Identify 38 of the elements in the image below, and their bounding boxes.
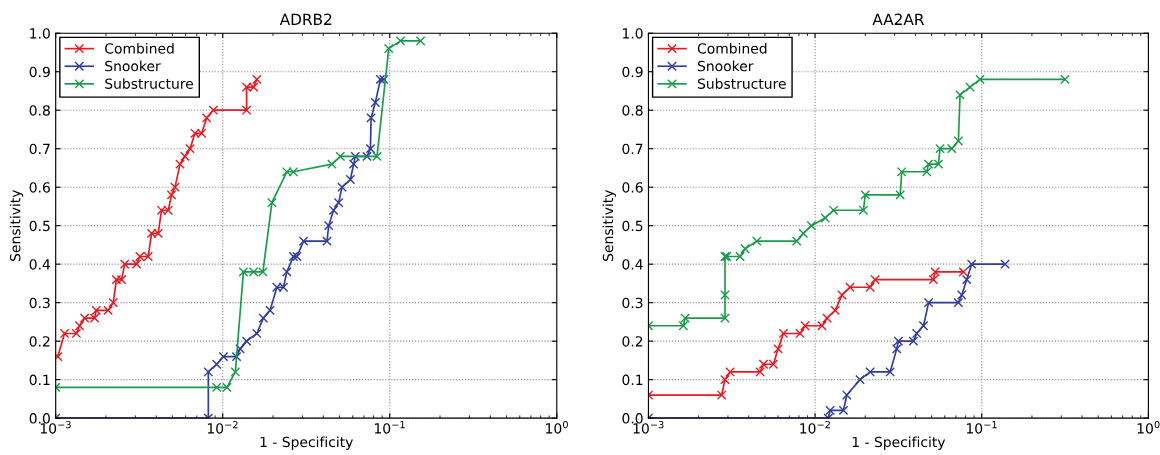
x-tick-label: 10$^{0}$ bbox=[1137, 420, 1160, 434]
x-axis-title: 1 - Specificity bbox=[852, 436, 946, 450]
legend-label: Combined bbox=[105, 42, 174, 54]
chart-title: ADRB2 bbox=[279, 13, 332, 25]
y-tick-label: 0.1 bbox=[622, 374, 643, 386]
y-tick-label: 0.9 bbox=[29, 66, 50, 78]
y-tick-label: 0.3 bbox=[622, 297, 643, 309]
y-tick-label: 0.3 bbox=[29, 297, 50, 309]
y-tick-label: 1.0 bbox=[623, 28, 643, 39]
y-tick-label: 0.7 bbox=[622, 143, 643, 155]
y-tick-label: 0.5 bbox=[29, 220, 50, 232]
y-tick-label: 0.4 bbox=[29, 259, 51, 270]
legend-label: Substructure bbox=[105, 78, 194, 89]
x-tick-label: 10$^{0}$ bbox=[546, 420, 568, 434]
y-tick-label: 0.2 bbox=[622, 336, 643, 347]
y-tick-label: 0.8 bbox=[622, 105, 643, 116]
x-axis-title: 1 - Specificity bbox=[260, 436, 353, 450]
legend-label: Combined bbox=[697, 42, 767, 54]
y-tick-label: 0.6 bbox=[622, 182, 643, 193]
legend-label: Substructure bbox=[697, 78, 786, 89]
y-axis-title: Sensitivity bbox=[9, 189, 24, 261]
x-tick-label: 10$^{−1}$ bbox=[966, 421, 997, 434]
chart-title: AA2AR bbox=[872, 13, 925, 25]
y-tick-label: 1.0 bbox=[30, 28, 50, 39]
y-axis-title: Sensitivity bbox=[602, 189, 616, 261]
y-tick-label: 0.8 bbox=[29, 105, 50, 116]
y-tick-label: 0.6 bbox=[29, 182, 50, 193]
y-tick-label: 0.1 bbox=[29, 374, 50, 386]
y-tick-label: 0.5 bbox=[622, 220, 643, 232]
x-tick-label: 10$^{−2}$ bbox=[207, 420, 238, 434]
x-tick-label: 10$^{−1}$ bbox=[374, 421, 405, 434]
x-tick-label: 10$^{−2}$ bbox=[800, 420, 830, 434]
legend-label: Snooker bbox=[697, 60, 754, 72]
y-tick-label: 0.4 bbox=[622, 259, 643, 270]
y-tick-label: 0.7 bbox=[29, 143, 50, 155]
y-tick-label: 0.9 bbox=[622, 66, 643, 78]
y-tick-label: 0.2 bbox=[29, 336, 50, 347]
legend-label: Snooker bbox=[105, 60, 161, 72]
